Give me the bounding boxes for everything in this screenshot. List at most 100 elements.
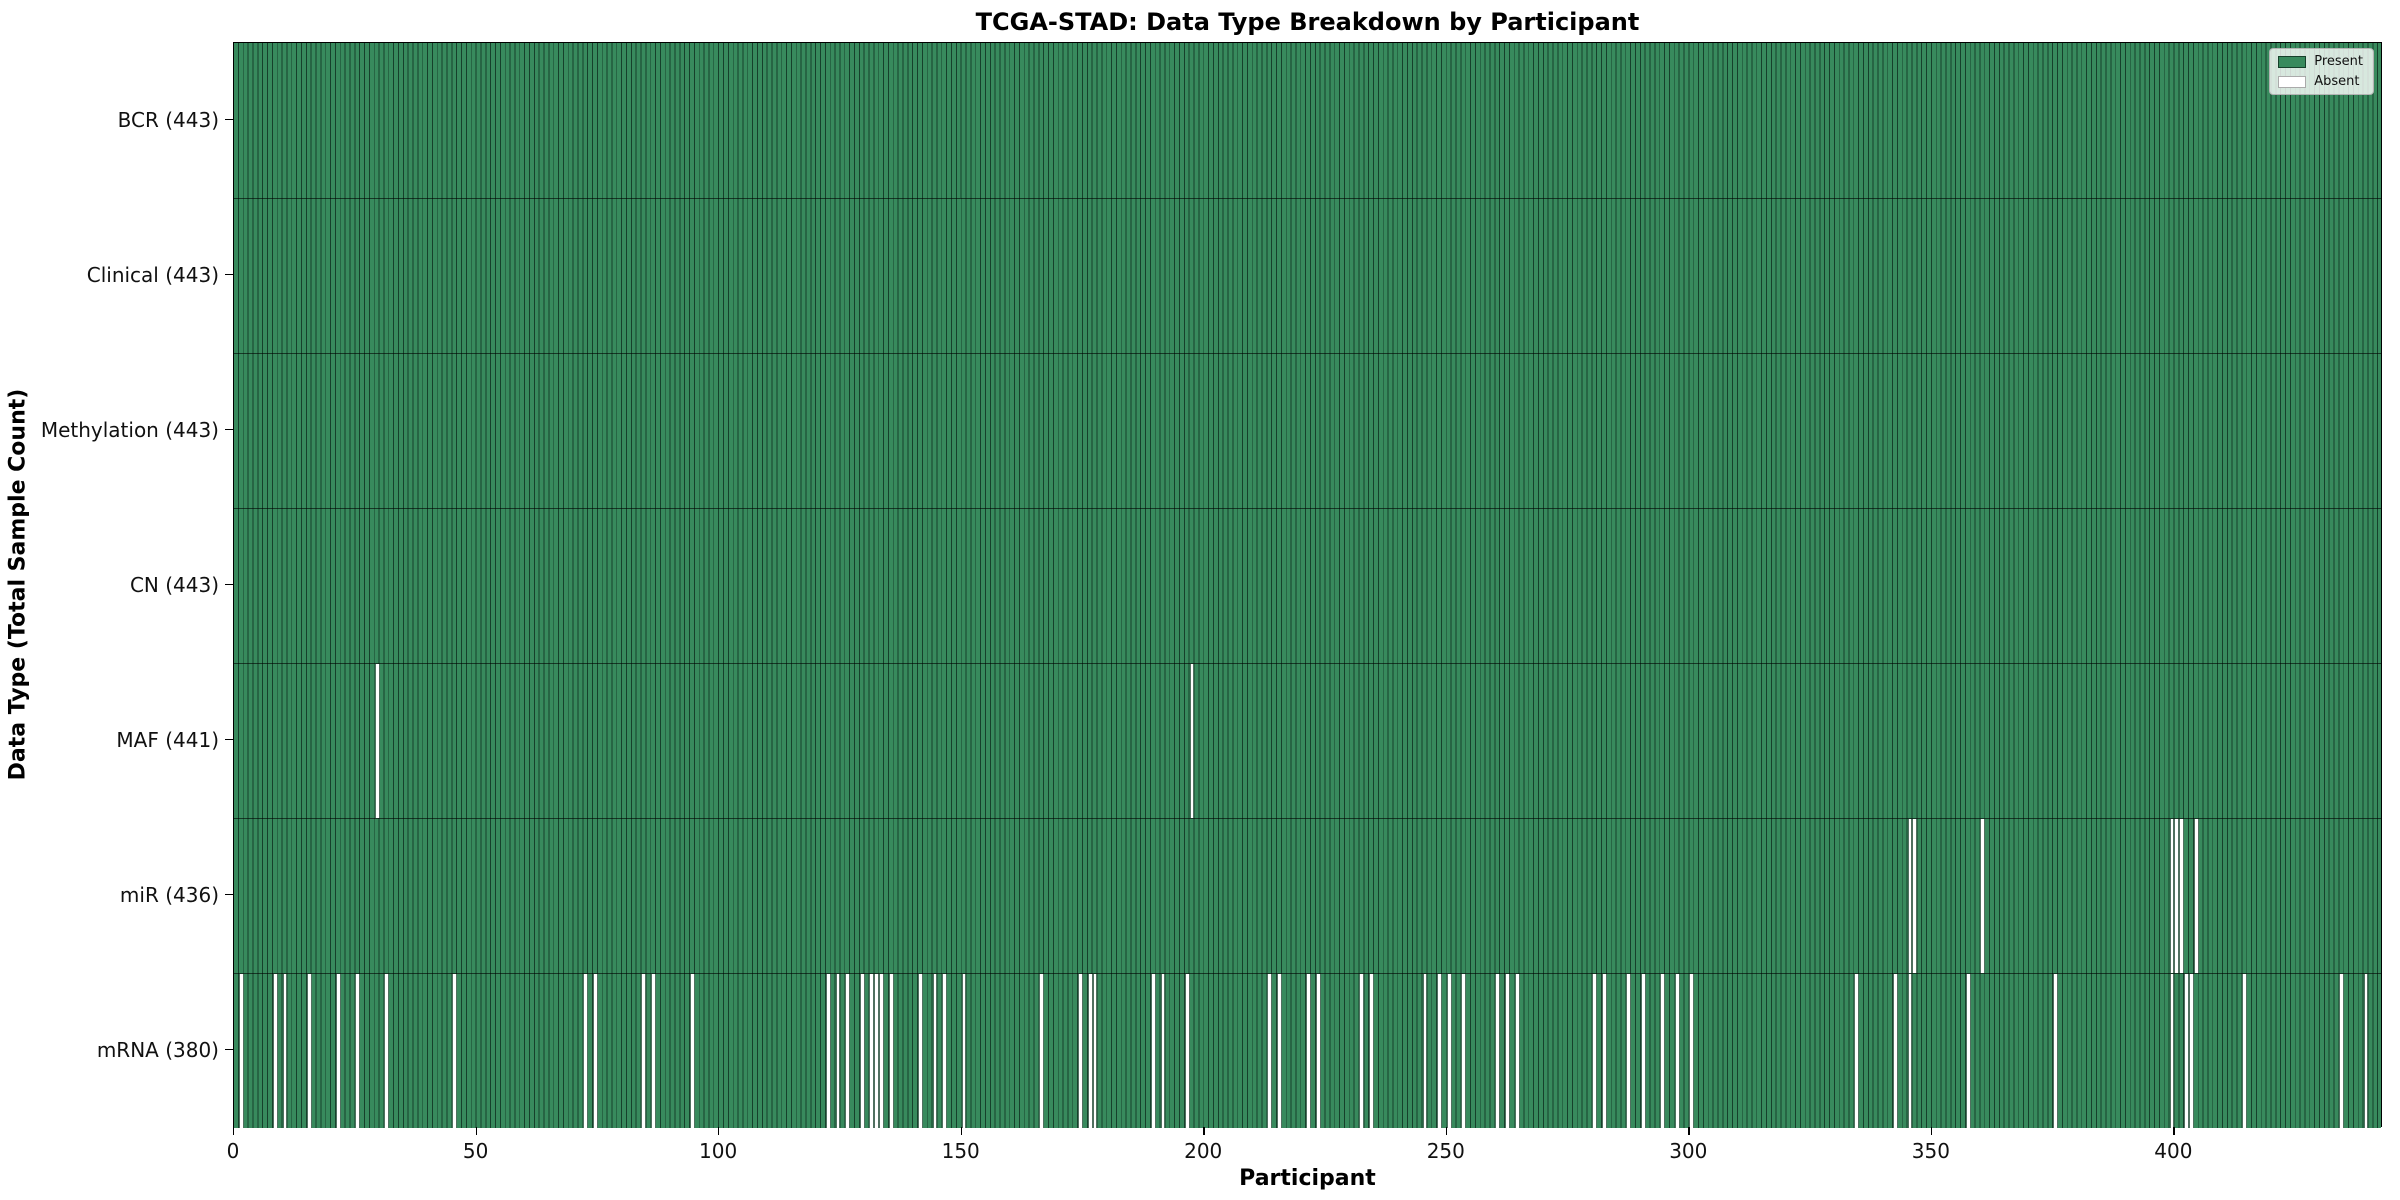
absent-bar — [869, 974, 875, 1128]
x-tick-label: 300 — [1669, 1139, 1708, 1163]
x-tick-mark — [1445, 1127, 1448, 1135]
absent-bar — [384, 974, 390, 1128]
legend-label-present: Present — [2314, 54, 2363, 69]
absent-bar — [1592, 974, 1598, 1128]
absent-bar — [1437, 974, 1442, 1128]
legend-item-absent: Absent — [2278, 74, 2363, 89]
absent-bar — [961, 974, 967, 1128]
x-tick-mark — [475, 1127, 477, 1135]
absent-bar — [272, 974, 278, 1128]
heatmap-row-miR — [234, 818, 2381, 973]
y-tick-label-miR: miR (436) — [119, 882, 219, 907]
absent-bar — [859, 974, 865, 1128]
absent-bar — [942, 974, 948, 1128]
x-tick-mark — [1930, 1127, 1933, 1135]
absent-bar — [874, 974, 880, 1128]
absent-bar — [932, 974, 938, 1128]
absent-bar — [1369, 974, 1374, 1128]
legend-item-present: Present — [2278, 54, 2363, 69]
heatmap — [234, 43, 2381, 1128]
x-axis-label: Participant — [1239, 1166, 1376, 1191]
absent-bar — [1907, 974, 1913, 1128]
absent-bar — [2188, 974, 2194, 1128]
legend-label-absent: Absent — [2314, 74, 2360, 89]
y-tick-label-Methylation: Methylation (443) — [40, 417, 219, 442]
absent-bar — [1087, 974, 1093, 1128]
absent-bar — [2363, 974, 2369, 1128]
absent-bar — [306, 974, 312, 1128]
absent-bar — [1184, 974, 1190, 1128]
x-tick-mark — [718, 1127, 720, 1135]
absent-bar — [1078, 974, 1083, 1128]
absent-bar — [1315, 974, 1321, 1128]
absent-bar — [238, 974, 244, 1128]
absent-bar — [583, 974, 589, 1128]
absent-bar — [2184, 974, 2189, 1128]
absent-bar — [917, 974, 923, 1128]
legend: Present Absent — [2269, 48, 2374, 95]
absent-bar — [1359, 974, 1365, 1128]
absent-bar — [1893, 974, 1898, 1128]
absent-bar — [2169, 819, 2175, 973]
absent-bar — [335, 974, 341, 1128]
y-tick-label-BCR: BCR (443) — [117, 107, 219, 132]
absent-swatch-icon — [2278, 75, 2307, 88]
x-tick-label: 150 — [941, 1139, 980, 1163]
present-swatch-icon — [2278, 55, 2307, 68]
absent-bar — [651, 974, 657, 1128]
x-tick-label: 200 — [1184, 1139, 1223, 1163]
absent-bar — [1150, 974, 1156, 1128]
absent-bar — [1965, 974, 1971, 1128]
y-tick-mark — [225, 273, 233, 276]
x-tick-label: 0 — [226, 1139, 240, 1163]
absent-bar — [888, 974, 894, 1128]
x-tick-mark — [960, 1127, 963, 1135]
absent-bar — [2053, 974, 2058, 1128]
y-tick-label-mRNA: mRNA (380) — [96, 1037, 219, 1062]
absent-bar — [1907, 819, 1913, 973]
absent-bar — [2339, 974, 2345, 1128]
y-tick-mark — [225, 118, 233, 121]
absent-bar — [1189, 664, 1195, 818]
x-tick-mark — [2173, 1127, 2175, 1135]
y-tick-mark — [225, 428, 233, 431]
x-tick-label: 350 — [1911, 1139, 1950, 1163]
absent-bar — [1674, 974, 1680, 1128]
y-tick-label-MAF: MAF (441) — [116, 727, 219, 752]
absent-bar — [2179, 819, 2185, 973]
x-tick-label: 50 — [462, 1139, 489, 1163]
absent-bar — [1660, 974, 1666, 1128]
absent-bar — [2193, 819, 2199, 973]
absent-bar — [1601, 974, 1607, 1128]
absent-bar — [1276, 974, 1282, 1128]
heatmap-row-mRNA — [234, 973, 2381, 1128]
absent-bar — [1461, 974, 1467, 1128]
absent-bar — [1422, 974, 1428, 1128]
absent-bar — [835, 974, 841, 1128]
x-tick-label: 400 — [2154, 1139, 2193, 1163]
absent-bar — [879, 974, 885, 1128]
x-tick-mark — [1203, 1127, 1205, 1135]
absent-bar — [1039, 974, 1045, 1128]
heatmap-row-CN — [234, 508, 2381, 663]
absent-bar — [1980, 819, 1986, 973]
absent-bar — [641, 974, 647, 1128]
absent-bar — [452, 974, 458, 1128]
absent-bar — [825, 974, 831, 1128]
chart-title: TCGA-STAD: Data Type Breakdown by Partic… — [975, 8, 1640, 36]
absent-bar — [1640, 974, 1646, 1128]
absent-bar — [355, 974, 361, 1128]
x-tick-mark — [1688, 1127, 1690, 1135]
absent-bar — [1446, 974, 1452, 1128]
heatmap-row-BCR — [234, 43, 2381, 198]
absent-bar — [1854, 974, 1860, 1128]
heatmap-row-Methylation — [234, 353, 2381, 508]
absent-bar — [1912, 819, 1918, 973]
absent-bar — [1689, 974, 1695, 1128]
absent-bar — [1514, 974, 1520, 1128]
y-tick-mark — [225, 583, 233, 586]
y-tick-label-Clinical: Clinical (443) — [86, 262, 219, 287]
x-tick-mark — [233, 1127, 235, 1135]
x-tick-label: 100 — [699, 1139, 738, 1163]
